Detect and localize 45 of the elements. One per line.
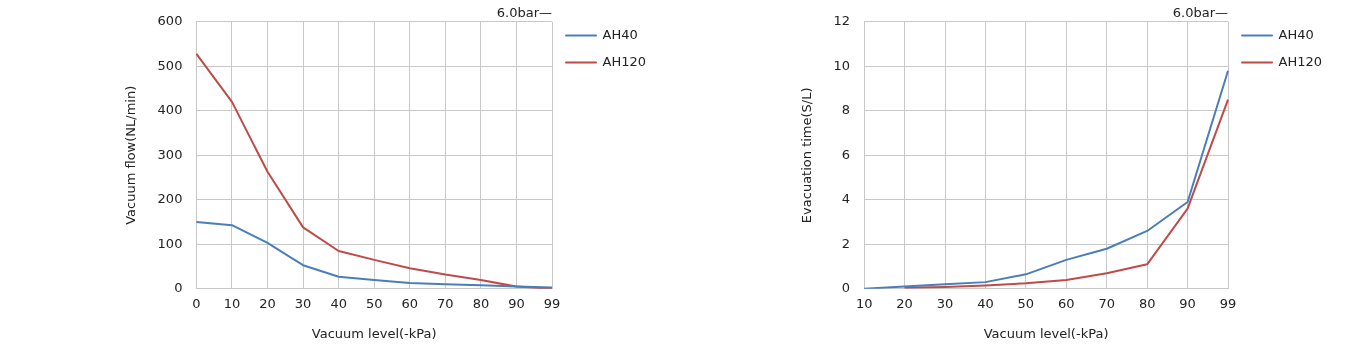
x-tick-label: 99 <box>1219 295 1237 311</box>
y-tick-label: 600 <box>157 13 183 29</box>
x-tick-label: 40 <box>330 295 347 311</box>
x-tick-label: 40 <box>977 295 994 311</box>
y-axis-title: Vacuum flow(NL/min) <box>123 85 139 225</box>
x-tick-label: 10 <box>223 295 241 311</box>
legend-label: AH40 <box>602 26 638 42</box>
x-tick-label: 80 <box>472 295 490 311</box>
y-axis-title: Evacuation time(S/L) <box>799 87 815 224</box>
y-tick-label: 0 <box>174 280 183 296</box>
x-tick-label: 99 <box>543 295 561 311</box>
x-tick-label: 60 <box>401 295 419 311</box>
y-tick-label: 400 <box>157 102 183 118</box>
x-axis-title: Vacuum level(-kPa) <box>311 325 437 341</box>
y-tick-label: 0 <box>841 280 851 296</box>
y-tick-label: 300 <box>157 146 183 162</box>
y-tick-label: 12 <box>833 13 851 29</box>
x-tick-label: 20 <box>896 295 913 311</box>
x-axis-title: Vacuum level(-kPa) <box>983 325 1109 341</box>
x-tick-label: 70 <box>1098 295 1115 311</box>
x-tick-label: 90 <box>508 295 525 311</box>
y-tick-label: 500 <box>157 57 183 73</box>
x-tick-label: 70 <box>437 295 454 311</box>
legend-title: 6.0bar— <box>496 4 553 20</box>
y-tick-label: 200 <box>157 191 183 207</box>
x-tick-label: 30 <box>294 295 312 311</box>
x-tick-label: 90 <box>1179 295 1196 311</box>
x-tick-label: 50 <box>365 295 383 311</box>
y-tick-label: 100 <box>157 235 183 251</box>
y-tick-label: 8 <box>841 102 851 118</box>
y-tick-label: 10 <box>833 57 851 73</box>
x-tick-label: 30 <box>936 295 954 311</box>
x-tick-label: 0 <box>192 295 201 311</box>
x-tick-label: 50 <box>1017 295 1035 311</box>
legend-label: AH120 <box>602 53 646 69</box>
y-tick-label: 4 <box>841 191 851 207</box>
x-tick-label: 60 <box>1058 295 1075 311</box>
y-tick-label: 6 <box>841 146 851 162</box>
y-tick-label: 2 <box>841 235 851 251</box>
x-tick-label: 80 <box>1138 295 1156 311</box>
legend-label: AH120 <box>1278 53 1322 69</box>
x-tick-label: 20 <box>259 295 276 311</box>
x-tick-label: 10 <box>855 295 873 311</box>
legend-label: AH40 <box>1278 26 1314 42</box>
legend-title: 6.0bar— <box>1172 4 1229 20</box>
